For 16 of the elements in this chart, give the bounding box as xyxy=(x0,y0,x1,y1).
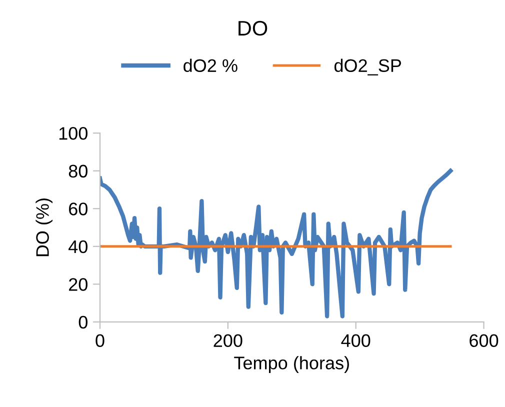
y-tick-label: 80 xyxy=(68,164,88,178)
x-tick-label: 600 xyxy=(470,334,498,348)
y-tick-label: 100 xyxy=(59,127,88,140)
chart-title: DO xyxy=(238,20,268,36)
y-tick-label: 40 xyxy=(68,240,88,254)
y-axis-title: DO (%) xyxy=(36,198,52,256)
y-tick-label: 0 xyxy=(78,316,88,329)
line-series xyxy=(100,168,453,318)
y-tick-label: 20 xyxy=(69,278,88,291)
legend-label: dO2_SP xyxy=(334,58,402,76)
x-tick-label: 400 xyxy=(341,334,370,348)
x-tick-label: 200 xyxy=(214,334,242,348)
y-tick-label: 60 xyxy=(69,202,88,216)
legend-label: dO2 % xyxy=(184,58,238,72)
x-axis-title: Tempo (horas) xyxy=(234,356,349,373)
x-tick-label: 0 xyxy=(96,334,104,348)
